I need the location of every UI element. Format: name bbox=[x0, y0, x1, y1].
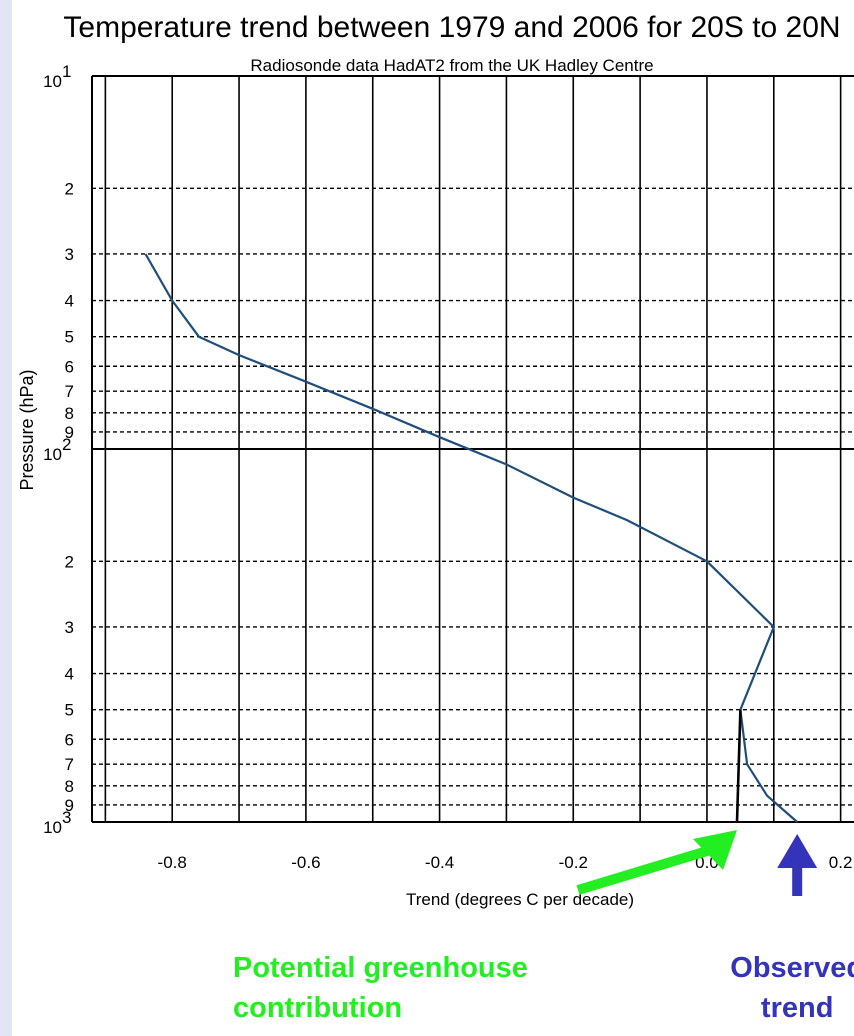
left-border-strip bbox=[0, 0, 12, 1036]
greenhouse-arrow-shaft bbox=[576, 843, 719, 895]
chart-title: Temperature trend between 1979 and 2006 … bbox=[63, 11, 840, 44]
chart-subtitle: Radiosonde data HadAT2 from the UK Hadle… bbox=[250, 56, 653, 75]
plot-frame bbox=[91, 75, 854, 823]
greenhouse-annotation-label: contribution bbox=[233, 992, 402, 1024]
y-tick-label: 6 bbox=[65, 730, 74, 749]
x-tick-label: -0.4 bbox=[425, 853, 454, 872]
y-tick-label: 5 bbox=[65, 328, 74, 347]
greenhouse-annotation-label: Potential greenhouse bbox=[233, 952, 528, 984]
y-tick-exponent: 3 bbox=[62, 808, 71, 827]
y-tick-label: 7 bbox=[65, 382, 74, 401]
y-tick-exponent: 2 bbox=[62, 435, 71, 454]
y-tick-label: 4 bbox=[65, 292, 74, 311]
y-tick-label: 6 bbox=[65, 357, 74, 376]
x-tick-label: -0.8 bbox=[158, 853, 187, 872]
y-tick-label: 3 bbox=[65, 245, 74, 264]
observed-annotation-label: Observed bbox=[730, 952, 854, 984]
y-tick-label: 10 bbox=[43, 818, 62, 837]
y-tick-label: 2 bbox=[65, 179, 74, 198]
y-tick-label: 2 bbox=[65, 552, 74, 571]
annotations: Potential greenhouse contribution Observed… bbox=[233, 830, 854, 1024]
y-tick-label: 10 bbox=[43, 445, 62, 464]
x-tick-label: 0.2 bbox=[829, 853, 853, 872]
y-tick-label: 8 bbox=[65, 404, 74, 423]
observed-annotation-label: trend bbox=[761, 992, 834, 1024]
x-axis-label: Trend (degrees C per decade) bbox=[406, 890, 634, 909]
y-tick-label: 9 bbox=[65, 423, 74, 442]
data-series bbox=[144, 253, 798, 823]
x-tick-label: -0.6 bbox=[291, 853, 320, 872]
y-tick-label: 3 bbox=[65, 618, 74, 637]
y-tick-exponent: 1 bbox=[62, 62, 71, 81]
series-line-greenhouse bbox=[735, 709, 742, 823]
y-tick-label: 5 bbox=[65, 701, 74, 720]
observed-arrow-head bbox=[777, 834, 818, 868]
y-tick-label: 7 bbox=[65, 755, 74, 774]
x-axis-ticks: -0.8 -0.6 -0.4 -0.2 0.0 0.2 bbox=[158, 853, 853, 872]
y-tick-label: 9 bbox=[65, 796, 74, 815]
y-tick-label: 8 bbox=[65, 777, 74, 796]
series-line-observed bbox=[144, 253, 798, 823]
grid-lines bbox=[92, 76, 854, 822]
y-tick-label: 10 bbox=[43, 72, 62, 91]
y-tick-label: 4 bbox=[65, 665, 74, 684]
y-axis-label: Pressure (hPa) bbox=[17, 369, 37, 490]
greenhouse-arrow-head bbox=[693, 830, 738, 870]
x-tick-label: -0.2 bbox=[559, 853, 588, 872]
